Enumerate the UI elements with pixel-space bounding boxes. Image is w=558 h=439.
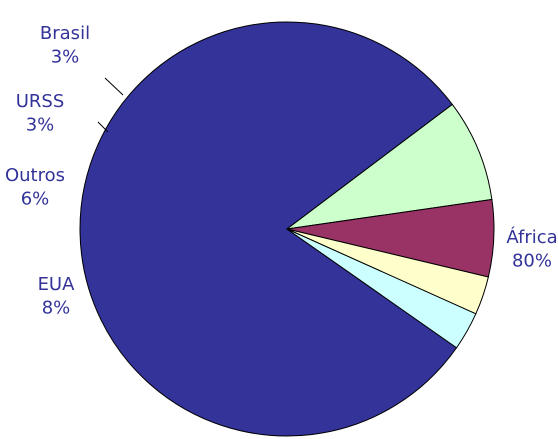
slice-label: URSS 3% bbox=[16, 91, 65, 135]
slice-label: Brasil 3% bbox=[40, 23, 90, 67]
slice-label: África 80% bbox=[506, 226, 557, 271]
slice-label: EUA 8% bbox=[38, 274, 76, 318]
pie-slice-brasil bbox=[286, 228, 477, 349]
slice-label-name: África bbox=[506, 226, 557, 248]
slice-label: Outros 6% bbox=[5, 165, 65, 209]
leader-lines bbox=[97, 77, 124, 133]
slice-label-percent: 80% bbox=[512, 250, 552, 271]
slice-label-name: Outros bbox=[5, 165, 65, 186]
slice-label-name: URSS bbox=[16, 91, 65, 112]
leader-line bbox=[104, 77, 124, 96]
slice-label-percent: 8% bbox=[42, 297, 71, 318]
slice-label-percent: 3% bbox=[26, 114, 55, 135]
slice-label-name: EUA bbox=[38, 274, 76, 295]
pie-slices bbox=[79, 21, 495, 437]
slice-labels: África 80%EUA 8%Outros 6%URSS 3%Brasil 3% bbox=[5, 23, 558, 318]
slice-label-percent: 3% bbox=[51, 46, 80, 67]
pie-slice-africa bbox=[79, 21, 458, 437]
pie-slice-eua bbox=[286, 103, 493, 230]
leader-line bbox=[97, 121, 109, 133]
slice-label-name: Brasil bbox=[40, 23, 90, 44]
slice-label-percent: 6% bbox=[21, 188, 50, 209]
